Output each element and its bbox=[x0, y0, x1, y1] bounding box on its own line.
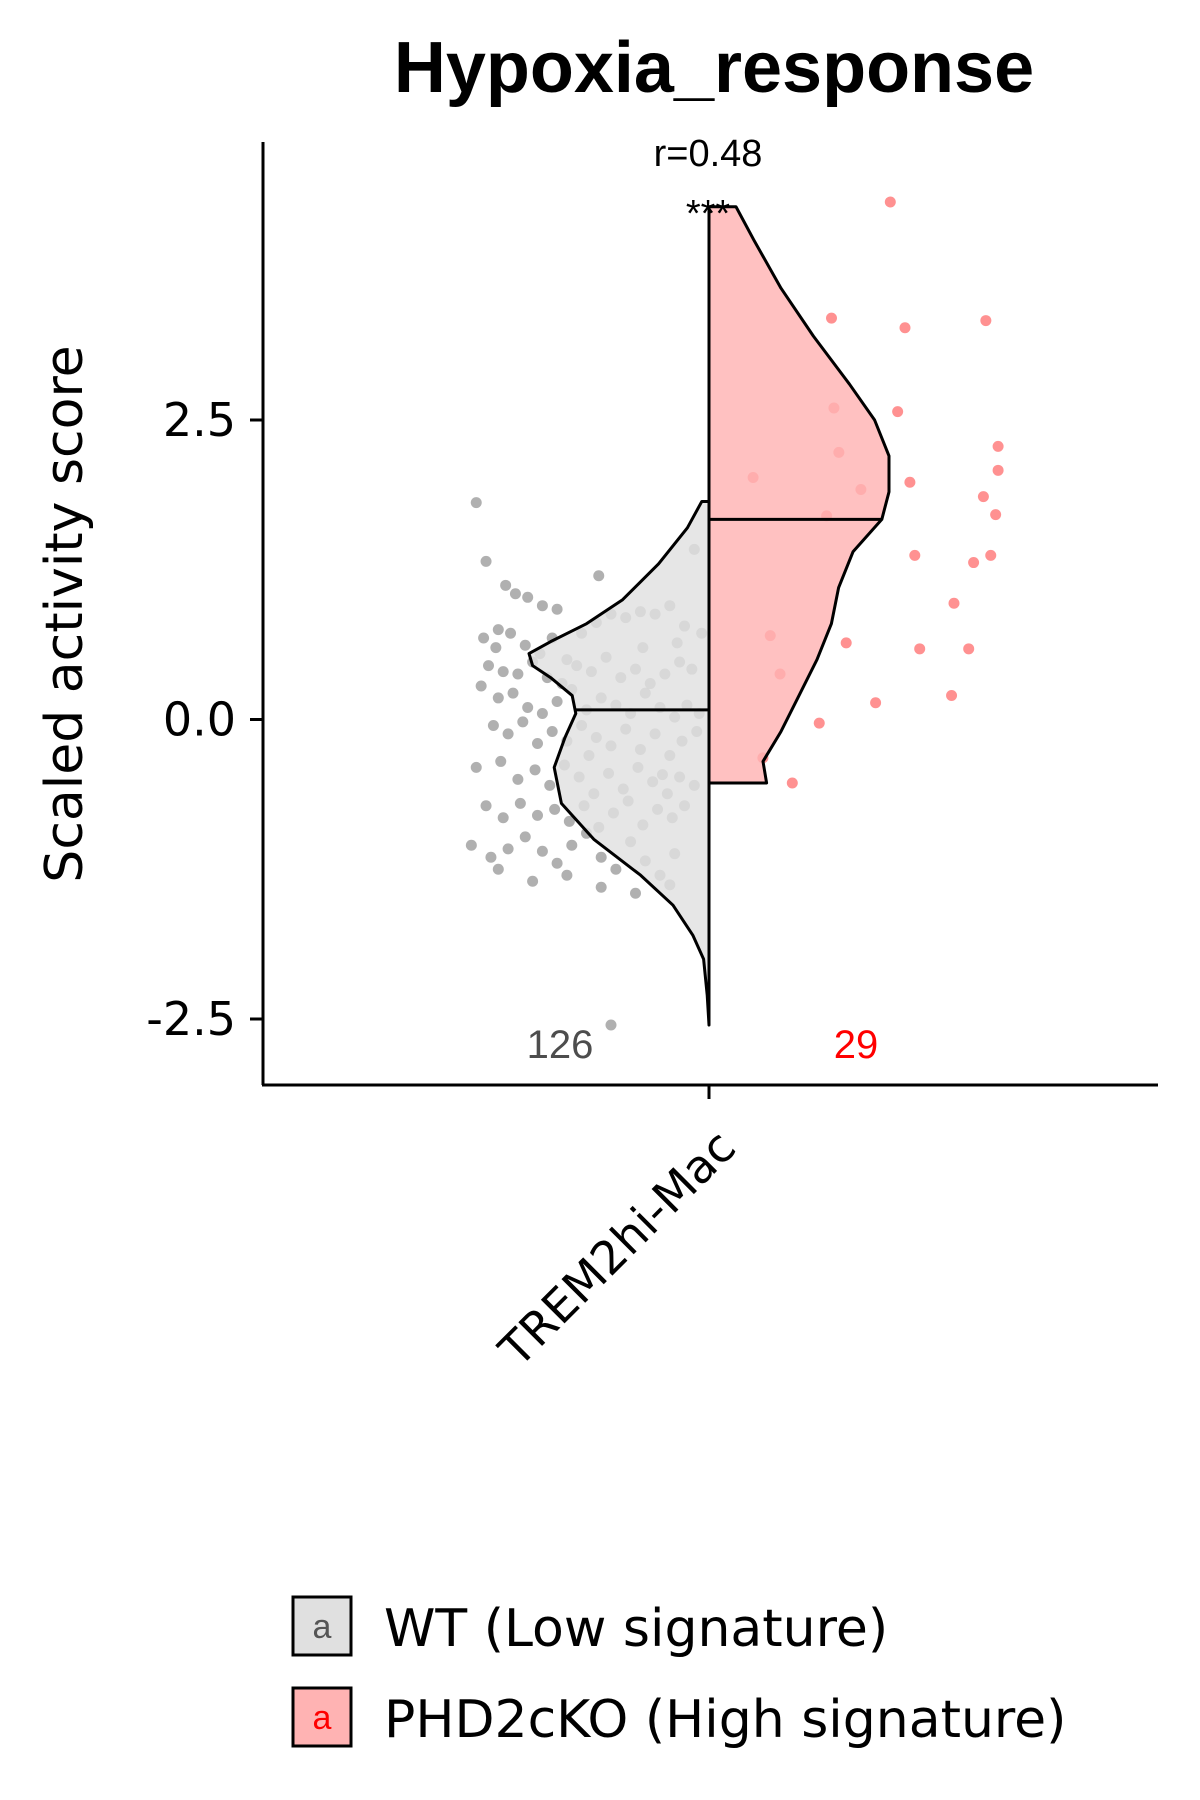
wt-data-point bbox=[497, 666, 509, 678]
wt-data-point bbox=[522, 702, 534, 714]
ko-data-point bbox=[899, 322, 911, 334]
legend-key-ko bbox=[291, 1686, 353, 1748]
wt-data-point bbox=[490, 642, 502, 654]
wt-data-point bbox=[470, 761, 482, 773]
wt-data-point bbox=[536, 845, 548, 857]
wt-data-point bbox=[500, 579, 512, 591]
wt-data-point bbox=[492, 692, 504, 704]
wt-data-point bbox=[497, 812, 509, 824]
legend-label-ko: PHD2cKO (High signature) bbox=[384, 1690, 1066, 1750]
ko-data-point bbox=[786, 777, 798, 789]
wt-data-point bbox=[595, 851, 607, 863]
ko-data-point bbox=[977, 491, 989, 503]
wt-data-point bbox=[529, 764, 541, 776]
y-axis-label: Scaled activity score bbox=[35, 345, 95, 882]
wt-data-point bbox=[512, 773, 524, 785]
wt-data-point bbox=[475, 680, 487, 692]
chart-title: Hypoxia_response bbox=[394, 28, 1034, 108]
legend-key-ko-glyph: a bbox=[313, 1699, 332, 1737]
wt-data-point bbox=[465, 839, 477, 851]
legend-key-wt bbox=[291, 1595, 353, 1657]
ko-half-violin bbox=[707, 205, 891, 785]
wt-data-point bbox=[532, 737, 543, 749]
ko-data-point bbox=[840, 637, 852, 649]
wt-data-point bbox=[561, 869, 573, 881]
wt-data-point bbox=[502, 728, 514, 740]
wt-data-point bbox=[502, 843, 514, 855]
ko-data-point bbox=[909, 549, 921, 561]
wt-data-point bbox=[605, 1019, 617, 1031]
wt-data-point bbox=[514, 797, 526, 809]
wt-data-point bbox=[563, 815, 575, 827]
ko-data-point bbox=[813, 717, 825, 729]
y-tick-label: 2.5 bbox=[163, 393, 236, 447]
wt-data-point bbox=[522, 591, 534, 603]
ko-data-point bbox=[946, 690, 958, 702]
wt-half-violin bbox=[527, 499, 711, 1027]
wt-data-point bbox=[551, 696, 563, 708]
wt-data-point bbox=[536, 708, 548, 720]
x-category-label: TREM2hi-Mac bbox=[488, 1120, 746, 1378]
ko-data-point bbox=[884, 196, 896, 208]
wt-data-point bbox=[546, 725, 558, 737]
wt-data-point bbox=[478, 632, 490, 644]
ko-data-point bbox=[985, 549, 997, 561]
wt-data-point bbox=[630, 887, 641, 899]
correlation-label: r=0.48 bbox=[654, 133, 763, 175]
wt-data-point bbox=[480, 555, 492, 567]
wt-data-point bbox=[549, 803, 561, 815]
ko-data-point bbox=[914, 643, 926, 655]
ko-count-label: 29 bbox=[834, 1023, 879, 1067]
legend-label-wt: WT (Low signature) bbox=[384, 1599, 888, 1659]
wt-data-point bbox=[595, 881, 607, 893]
wt-data-point bbox=[480, 800, 492, 812]
wt-data-point bbox=[519, 831, 531, 843]
wt-data-point bbox=[551, 857, 563, 869]
ko-data-point bbox=[892, 406, 904, 418]
wt-data-point bbox=[593, 570, 605, 582]
significance-label: *** bbox=[686, 193, 731, 235]
ko-data-point bbox=[904, 476, 916, 488]
ko-data-point bbox=[963, 643, 975, 655]
ko-data-point bbox=[870, 697, 882, 709]
legend: a WT (Low signature) a PHD2cKO (High sig… bbox=[291, 1595, 1066, 1750]
wt-data-point bbox=[470, 497, 482, 509]
wt-data-point bbox=[495, 755, 507, 767]
y-tick-label: -2.5 bbox=[146, 992, 236, 1046]
wt-data-point bbox=[485, 851, 497, 863]
axes: -2.5 0.0 2.5 bbox=[146, 142, 1158, 1099]
wt-data-point bbox=[492, 863, 504, 875]
wt-data-point bbox=[610, 863, 622, 875]
wt-data-point bbox=[536, 600, 548, 612]
legend-item-wt: a WT (Low signature) bbox=[291, 1595, 888, 1659]
wt-data-point bbox=[551, 603, 563, 615]
ko-data-point bbox=[992, 464, 1004, 476]
ko-data-point bbox=[948, 597, 960, 609]
y-tick-label: 0.0 bbox=[163, 693, 236, 747]
wt-data-point bbox=[566, 839, 578, 851]
wt-data-point bbox=[492, 624, 504, 636]
wt-count-label: 126 bbox=[527, 1023, 594, 1067]
wt-data-point bbox=[544, 779, 556, 791]
legend-key-wt-glyph: a bbox=[313, 1608, 332, 1646]
wt-data-point bbox=[517, 716, 529, 728]
wt-data-point bbox=[532, 809, 543, 821]
ko-data-point bbox=[980, 315, 992, 327]
wt-data-point bbox=[505, 627, 517, 639]
wt-data-point bbox=[512, 668, 524, 680]
wt-data-point bbox=[519, 639, 531, 651]
wt-data-point bbox=[483, 660, 494, 672]
plot-area bbox=[465, 196, 1004, 1031]
wt-data-point bbox=[527, 875, 539, 887]
ko-data-point bbox=[968, 557, 980, 569]
wt-data-point bbox=[509, 588, 521, 600]
wt-data-point bbox=[507, 687, 519, 699]
legend-item-ko: a PHD2cKO (High signature) bbox=[291, 1686, 1066, 1750]
wt-data-point bbox=[487, 719, 499, 731]
ko-data-point bbox=[826, 312, 837, 324]
ko-data-point bbox=[992, 440, 1004, 452]
ko-data-point bbox=[990, 509, 1002, 521]
